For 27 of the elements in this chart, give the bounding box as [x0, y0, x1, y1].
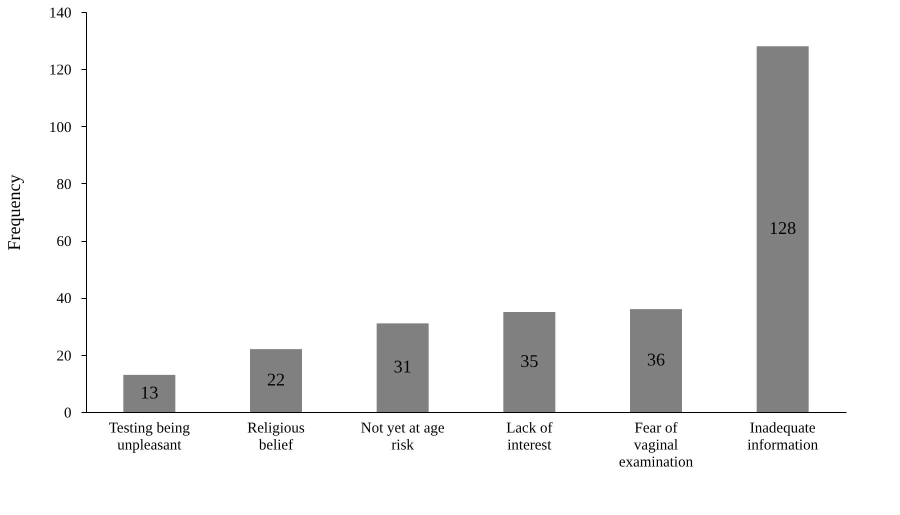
bar — [250, 349, 302, 412]
bar — [376, 323, 429, 412]
bar — [756, 46, 809, 412]
x-tick-label: Fear of vaginal examination — [618, 420, 694, 470]
y-tick-label: 100 — [49, 120, 72, 136]
bar — [630, 309, 682, 412]
bar — [123, 374, 176, 412]
data-label: 22 — [267, 370, 285, 390]
y-axis-title: Frequency — [4, 174, 24, 250]
y-tick-label: 140 — [49, 6, 72, 22]
y-tick-label: 40 — [56, 291, 72, 308]
data-label: 35 — [520, 351, 538, 371]
data-label: 36 — [647, 350, 665, 370]
x-tick-label: Inadequate information — [747, 420, 819, 454]
bar — [503, 312, 556, 412]
x-tick-label: Testing being unpleasant — [108, 420, 190, 454]
data-label: 128 — [769, 218, 796, 238]
x-tick-label: Religious belief — [247, 420, 305, 454]
y-tick-label: 60 — [56, 234, 72, 250]
x-tick-label: Not yet at age risk — [360, 420, 445, 454]
data-label: 13 — [140, 382, 158, 402]
x-tick-label: Lack of interest — [506, 420, 552, 454]
data-label: 31 — [394, 356, 412, 377]
y-tick-label: 0 — [64, 406, 72, 422]
y-tick-label: 80 — [56, 176, 72, 193]
y-tick-label: 20 — [56, 348, 72, 364]
y-tick-label: 120 — [49, 62, 72, 79]
